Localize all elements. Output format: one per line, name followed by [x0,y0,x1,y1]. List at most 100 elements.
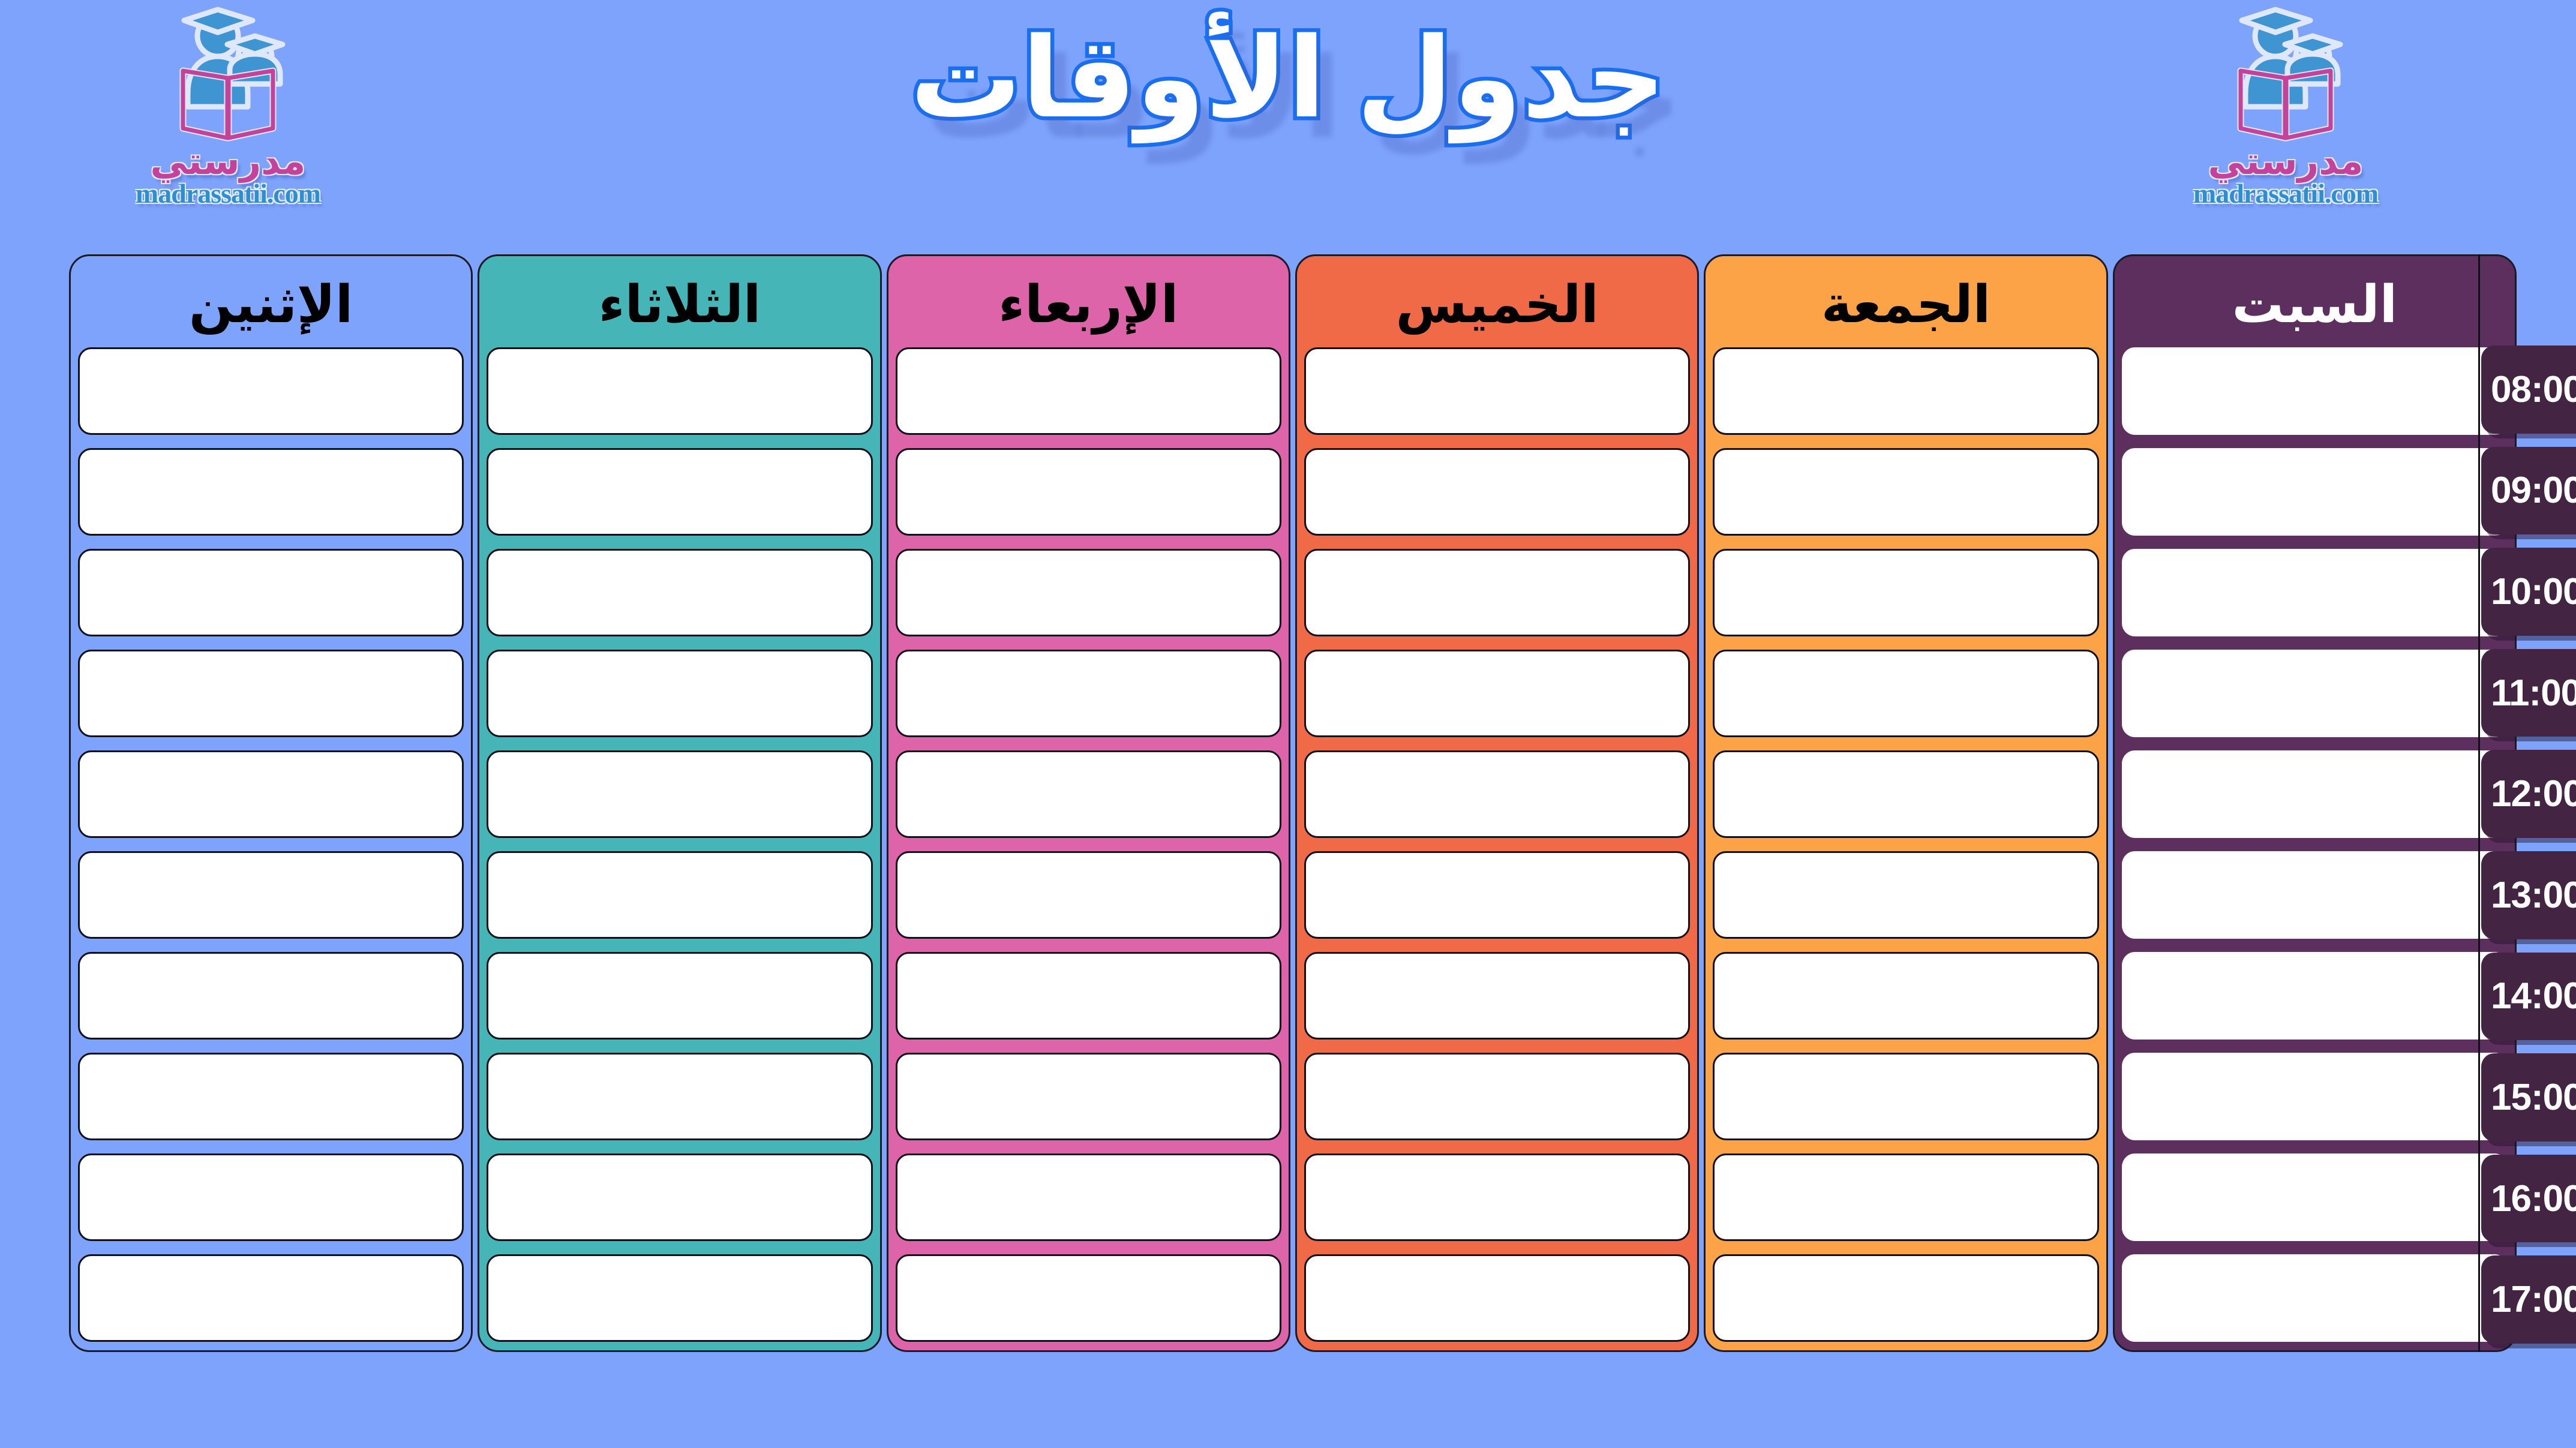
schedule-cell[interactable] [78,448,464,536]
time-label: 11:00 [2481,648,2576,737]
schedule-cell[interactable] [2121,448,2508,536]
day-header-thursday: الخميس [1395,276,1599,334]
schedule-cell[interactable] [895,650,1282,737]
schedule-cell[interactable] [78,347,464,435]
schedule-cell[interactable] [487,851,873,939]
schedule-cell[interactable] [1713,1053,2099,1140]
schedule-cell[interactable] [78,549,464,636]
schedule-cell[interactable] [1304,851,1691,939]
schedule-cell[interactable] [2121,1254,2508,1342]
schedule-cell[interactable] [1713,851,2099,939]
time-label: 13:00 [2481,851,2576,939]
schedule-cell[interactable] [78,1153,464,1241]
day-slots-saturday [2121,347,2508,1342]
schedule-cell[interactable] [1713,549,2099,636]
page-title: جدول الأوقات [906,16,1670,141]
time-label: 15:00 [2481,1053,2576,1141]
schedule-cell[interactable] [1304,1254,1691,1342]
time-label: 14:00 [2481,952,2576,1041]
schedule-cell[interactable] [895,1254,1282,1342]
schedule-cell[interactable] [1713,448,2099,536]
schedule-cell[interactable] [1304,952,1691,1040]
logo-left: مدرستي madrassatii.com [108,5,348,239]
graduates-reading-book-icon [179,7,286,142]
day-slots-wednesday [895,347,1282,1342]
logo-brand-url: madrassatii.com [135,178,321,209]
schedule-cell[interactable] [895,1153,1282,1241]
schedule-cell[interactable] [1304,1153,1691,1241]
schedule-cell[interactable] [487,952,873,1040]
time-label: 17:00 [2481,1255,2576,1344]
schedule-cell[interactable] [895,952,1282,1040]
day-header-monday: الإثنين [188,276,353,334]
schedule-cell[interactable] [1713,750,2099,838]
schedule-cell[interactable] [487,347,873,435]
time-rail-spacer [2481,260,2576,346]
schedule-cell[interactable] [78,750,464,838]
schedule-cell[interactable] [487,650,873,737]
day-slots-friday [1713,347,2099,1342]
time-rail-divider [2478,254,2480,1352]
schedule-cell[interactable] [895,851,1282,939]
schedule-cell[interactable] [2121,347,2508,435]
time-chip-list: 08:00 09:00 10:00 11:00 12:00 13:00 14:00 15:00… [2481,346,2576,1344]
schedule-cell[interactable] [895,347,1282,435]
time-rail: 08:00 09:00 10:00 11:00 12:00 13:00 14:00 15:00… [2481,254,2576,1352]
time-label: 10:00 [2481,548,2576,636]
logo-brand-arabic: مدرستي [150,141,306,182]
schedule-cell[interactable] [1304,549,1691,636]
schedule-cell[interactable] [895,549,1282,636]
schedule-cell[interactable] [895,1053,1282,1140]
day-slots-monday [78,347,464,1342]
schedule-cell[interactable] [78,1053,464,1140]
schedule-cell[interactable] [1713,952,2099,1040]
schedule-cell[interactable] [1304,1053,1691,1140]
graduates-reading-book-icon [2237,7,2343,142]
schedule-cell[interactable] [2121,851,2508,939]
schedule-cell[interactable] [1713,347,2099,435]
schedule-cell[interactable] [487,1254,873,1342]
day-header-saturday: السبت [2232,276,2398,334]
timetable-grid: السبت الجمعة الخميس الإربعاء الثلاثاء الإثنين [69,254,2517,1352]
schedule-cell[interactable] [487,1053,873,1140]
schedule-cell[interactable] [487,549,873,636]
schedule-cell[interactable] [487,1153,873,1241]
schedule-cell[interactable] [78,952,464,1040]
schedule-cell[interactable] [487,750,873,838]
day-header-wednesday: الإربعاء [998,276,1179,334]
schedule-cell[interactable] [78,650,464,737]
day-header-friday: الجمعة [1821,276,1991,334]
schedule-cell[interactable] [1304,750,1691,838]
schedule-cell[interactable] [1304,448,1691,536]
schedule-cell[interactable] [1304,650,1691,737]
schedule-cell[interactable] [1713,1153,2099,1241]
day-column-thursday: الخميس [1295,254,1700,1352]
logo-brand-arabic: مدرستي [2208,141,2364,182]
schedule-cell[interactable] [895,750,1282,838]
day-header-tuesday: الثلاثاء [598,276,761,334]
schedule-cell[interactable] [2121,1153,2508,1241]
schedule-cell[interactable] [487,448,873,536]
day-column-wednesday: الإربعاء [886,254,1291,1352]
schedule-cell[interactable] [2121,1053,2508,1140]
day-slots-tuesday [487,347,873,1342]
time-label: 09:00 [2481,446,2576,535]
schedule-cell[interactable] [2121,549,2508,636]
day-column-monday: الإثنين [69,254,473,1352]
time-label: 08:00 [2481,346,2576,434]
schedule-cell[interactable] [2121,750,2508,838]
day-column-saturday: السبت [2112,254,2517,1352]
day-slots-thursday [1304,347,1691,1342]
schedule-cell[interactable] [1713,650,2099,737]
logo-brand-url: madrassatii.com [2193,178,2379,209]
schedule-cell[interactable] [2121,650,2508,737]
schedule-cell[interactable] [78,1254,464,1342]
time-label: 16:00 [2481,1154,2576,1243]
schedule-cell[interactable] [1713,1254,2099,1342]
schedule-cell[interactable] [1304,347,1691,435]
day-column-tuesday: الثلاثاء [478,254,882,1352]
schedule-cell[interactable] [78,851,464,939]
schedule-cell[interactable] [895,448,1282,536]
logo-right: مدرستي madrassatii.com [2166,5,2406,239]
schedule-cell[interactable] [2121,952,2508,1040]
